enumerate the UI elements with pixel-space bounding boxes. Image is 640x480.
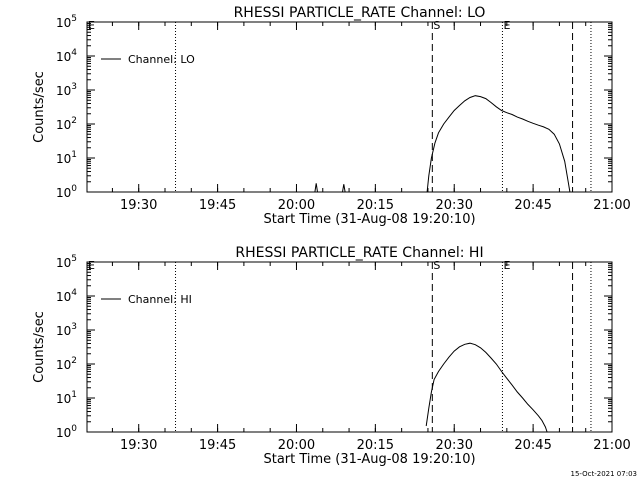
chart-panel-1: RHESSI PARTICLE_RATE Channel: LO 19:30 19:… xyxy=(32,5,631,227)
x-tick-label: 19:45 xyxy=(199,438,236,453)
legend-entry: Channel: LO xyxy=(128,53,195,66)
x-tick-label: 20:00 xyxy=(278,438,315,453)
time-marker-label: E xyxy=(503,259,510,272)
x-tick-label: 20:45 xyxy=(514,438,551,453)
chart-title: RHESSI PARTICLE_RATE Channel: HI xyxy=(235,245,483,261)
chart-panel-2: RHESSI PARTICLE_RATE Channel: HI 19:30 19:… xyxy=(32,245,631,467)
y-tick-label: 100 xyxy=(56,184,77,200)
y-axis-label: Counts/sec xyxy=(32,71,47,143)
y-tick-label: 101 xyxy=(56,390,77,406)
series-line xyxy=(425,342,548,433)
time-marker-label: E xyxy=(503,19,510,32)
time-marker-label: S xyxy=(433,259,440,272)
x-tick-label: 20:15 xyxy=(357,198,394,213)
y-axis-label: Counts/sec xyxy=(32,311,47,383)
y-tick-label: 103 xyxy=(56,82,77,98)
y-tick-label: 105 xyxy=(56,14,77,30)
x-tick-label: 19:30 xyxy=(120,198,157,213)
chart-title: RHESSI PARTICLE_RATE Channel: LO xyxy=(234,5,486,21)
time-marker-label: E xyxy=(88,259,95,272)
time-marker-label: E xyxy=(88,19,95,32)
x-tick-label: 21:00 xyxy=(593,438,630,453)
x-tick-label: 20:15 xyxy=(357,438,394,453)
series-line xyxy=(314,183,318,193)
y-tick-label: 104 xyxy=(56,48,77,64)
y-tick-label: 102 xyxy=(56,356,77,372)
y-tick-label: 101 xyxy=(56,150,77,166)
plot-frame xyxy=(86,261,613,433)
series-line xyxy=(426,95,571,193)
x-tick-label: 20:30 xyxy=(436,438,473,453)
x-tick-label: 19:30 xyxy=(120,438,157,453)
x-axis-label: Start Time (31-Aug-08 19:20:10) xyxy=(263,212,475,227)
y-tick-label: 102 xyxy=(56,116,77,132)
series-line xyxy=(342,184,346,193)
x-tick-label: 19:45 xyxy=(199,198,236,213)
legend-entry: Channel: HI xyxy=(128,293,192,306)
y-tick-label: 104 xyxy=(56,288,77,304)
x-tick-label: 20:30 xyxy=(436,198,473,213)
y-tick-label: 105 xyxy=(56,254,77,270)
x-axis-label: Start Time (31-Aug-08 19:20:10) xyxy=(263,452,475,467)
x-tick-label: 21:00 xyxy=(593,198,630,213)
time-marker-label: S xyxy=(433,19,440,32)
plot-frame xyxy=(86,21,613,193)
y-tick-label: 103 xyxy=(56,322,77,338)
x-tick-label: 20:00 xyxy=(278,198,315,213)
x-tick-label: 20:45 xyxy=(514,198,551,213)
footer-timestamp: 15-Oct-2021 07:03 xyxy=(570,470,637,478)
y-tick-label: 100 xyxy=(56,424,77,440)
